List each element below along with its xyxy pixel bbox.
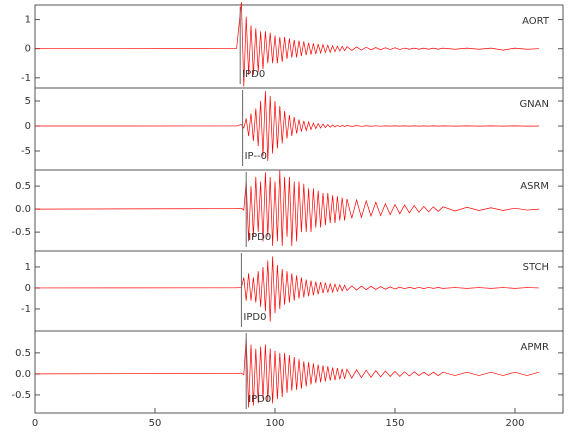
x-tick-label: 0	[32, 418, 38, 429]
waveform	[34, 338, 540, 408]
y-tick-label: -5	[21, 146, 31, 157]
waveform	[34, 90, 540, 162]
y-tick-label: 1	[25, 15, 31, 26]
phase-label: IPD0	[248, 394, 271, 405]
x-tick-label: 200	[505, 418, 524, 429]
station-label: ASRM	[520, 181, 549, 192]
panel-frame	[34, 330, 564, 414]
y-tick-label: 0	[25, 44, 31, 55]
y-tick-label: 0.5	[15, 181, 31, 192]
x-tick-label: 50	[149, 418, 162, 429]
x-tick-label: 100	[265, 418, 284, 429]
waveform	[34, 170, 540, 246]
y-tick-label: 0	[25, 121, 31, 132]
y-tick-label: -1	[21, 73, 31, 84]
station-label: STCH	[523, 262, 549, 273]
y-tick-label: 0.0	[15, 204, 31, 215]
x-tick-label: 150	[385, 418, 404, 429]
y-tick-label: 1	[25, 262, 31, 273]
y-tick-label: 5	[25, 96, 31, 107]
y-tick-label: 0.5	[15, 348, 31, 359]
phase-label: IPD0	[243, 312, 266, 323]
station-label: AORT	[522, 16, 550, 27]
y-tick-label: -1	[21, 304, 31, 315]
station-label: APMR	[521, 342, 549, 353]
y-tick-label: -0.5	[11, 390, 31, 401]
y-tick-label: 0.0	[15, 369, 31, 380]
y-tick-label: 0	[25, 283, 31, 294]
y-tick-label: -0.5	[11, 227, 31, 238]
panel-frame	[34, 87, 564, 171]
panel-frame	[34, 4, 564, 89]
phase-label: IPD0	[242, 69, 265, 80]
phase-label: IP--0	[245, 151, 267, 162]
phase-label: IPD0	[248, 232, 271, 243]
station-label: GNAN	[519, 99, 549, 110]
panel-frame	[34, 250, 564, 332]
waveform	[34, 256, 540, 322]
waveform	[34, 2, 540, 87]
